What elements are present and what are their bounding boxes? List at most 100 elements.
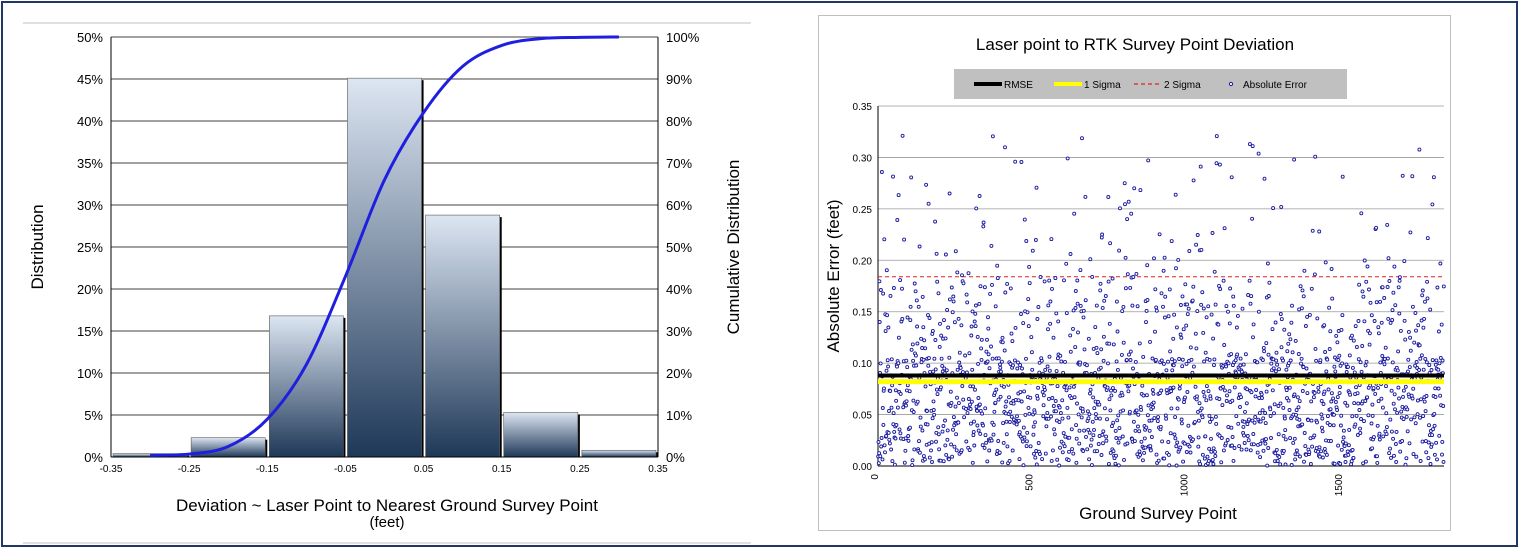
data-point: [1226, 425, 1231, 429]
data-point: [1004, 419, 1009, 424]
histogram-chart: 0% 5% 10% 15% 20% 25% 30% 35% 40% 45% 50% 0% 10% 20% 3…: [23, 22, 751, 544]
data-point: [1296, 405, 1301, 410]
data-point: [995, 276, 1000, 281]
data-point: [1417, 147, 1422, 152]
histogram-bar: [347, 77, 422, 458]
data-point: [1042, 279, 1047, 284]
data-point: [1059, 359, 1064, 364]
data-point: [1224, 364, 1229, 369]
data-point: [1234, 414, 1239, 419]
data-point: [1251, 442, 1256, 447]
data-point: [1228, 286, 1233, 291]
data-point: [1139, 439, 1144, 444]
data-point: [1286, 341, 1291, 346]
data-point: [1390, 308, 1395, 313]
data-point: [1339, 447, 1344, 452]
data-point: [1126, 389, 1131, 394]
data-point: [1242, 441, 1247, 445]
data-point: [971, 429, 976, 434]
data-point: [1182, 441, 1187, 446]
data-point: [904, 403, 908, 408]
data-point: [1047, 278, 1052, 283]
data-point: [879, 170, 884, 174]
data-point: [1008, 409, 1013, 414]
data-point: [1003, 145, 1007, 150]
data-point: [971, 384, 976, 389]
data-point: [1358, 426, 1362, 431]
data-point: [1221, 448, 1226, 453]
data-point: [1264, 437, 1268, 442]
data-point: [1204, 398, 1209, 403]
data-point: [942, 318, 946, 323]
data-point: [1185, 312, 1190, 317]
data-point: [1278, 312, 1283, 316]
data-point: [956, 401, 961, 406]
data-point: [1231, 294, 1236, 299]
data-point: [1117, 426, 1122, 431]
data-point: [1327, 347, 1332, 351]
data-point: [1200, 290, 1205, 295]
data-point: [1128, 285, 1133, 290]
x-tick-label: -0.05: [334, 464, 357, 475]
data-point: [1433, 362, 1438, 367]
data-point: [1160, 439, 1165, 444]
data-point: [1189, 357, 1194, 362]
data-point: [881, 422, 886, 427]
data-point: [1194, 242, 1199, 247]
data-point: [1307, 450, 1312, 455]
data-point: [1087, 412, 1092, 417]
data-point: [1286, 398, 1291, 403]
data-point: [1178, 445, 1183, 450]
data-point: [1180, 364, 1185, 369]
data-point: [1148, 448, 1153, 453]
data-point: [1370, 446, 1375, 451]
data-point: [1013, 325, 1018, 330]
data-point: [976, 361, 981, 366]
data-point: [951, 294, 956, 299]
data-point: [973, 387, 977, 392]
data-point: [1263, 411, 1268, 415]
data-point: [1277, 455, 1282, 459]
data-point: [1281, 448, 1286, 453]
data-point: [1405, 429, 1410, 434]
data-point: [979, 337, 984, 342]
data-point: [1264, 389, 1269, 394]
data-point: [1363, 459, 1368, 464]
y-tick-label: 0.25: [853, 205, 873, 216]
data-point: [1124, 358, 1129, 362]
data-point: [1150, 388, 1155, 392]
data-point: [982, 285, 987, 290]
data-point: [1104, 438, 1109, 443]
data-point: [1055, 356, 1060, 361]
data-point: [974, 206, 979, 211]
data-point: [1400, 404, 1405, 409]
data-point: [915, 324, 920, 329]
data-point: [1186, 306, 1191, 311]
data-point: [898, 278, 903, 283]
data-point: [883, 450, 887, 455]
data-point: [1320, 429, 1325, 434]
data-point: [1033, 455, 1038, 460]
data-point: [1271, 366, 1276, 371]
data-point: [926, 201, 931, 206]
data-point: [1113, 388, 1118, 393]
data-point: [1397, 275, 1402, 280]
data-point: [1086, 427, 1091, 432]
data-point: [1406, 357, 1411, 362]
data-point: [1179, 335, 1184, 340]
data-point: [1300, 389, 1305, 393]
data-point: [1174, 325, 1179, 330]
data-point: [1164, 416, 1169, 421]
y-tick-label: 0.30: [853, 153, 873, 164]
data-point: [1307, 312, 1312, 317]
data-point: [950, 454, 955, 459]
data-point: [882, 237, 887, 242]
data-point: [1301, 294, 1306, 299]
data-point: [1211, 462, 1216, 466]
data-point: [903, 448, 908, 453]
data-point: [1413, 421, 1418, 426]
data-point: [978, 284, 983, 289]
data-point: [964, 292, 969, 297]
data-point: [1405, 407, 1410, 412]
data-point: [1206, 304, 1211, 309]
